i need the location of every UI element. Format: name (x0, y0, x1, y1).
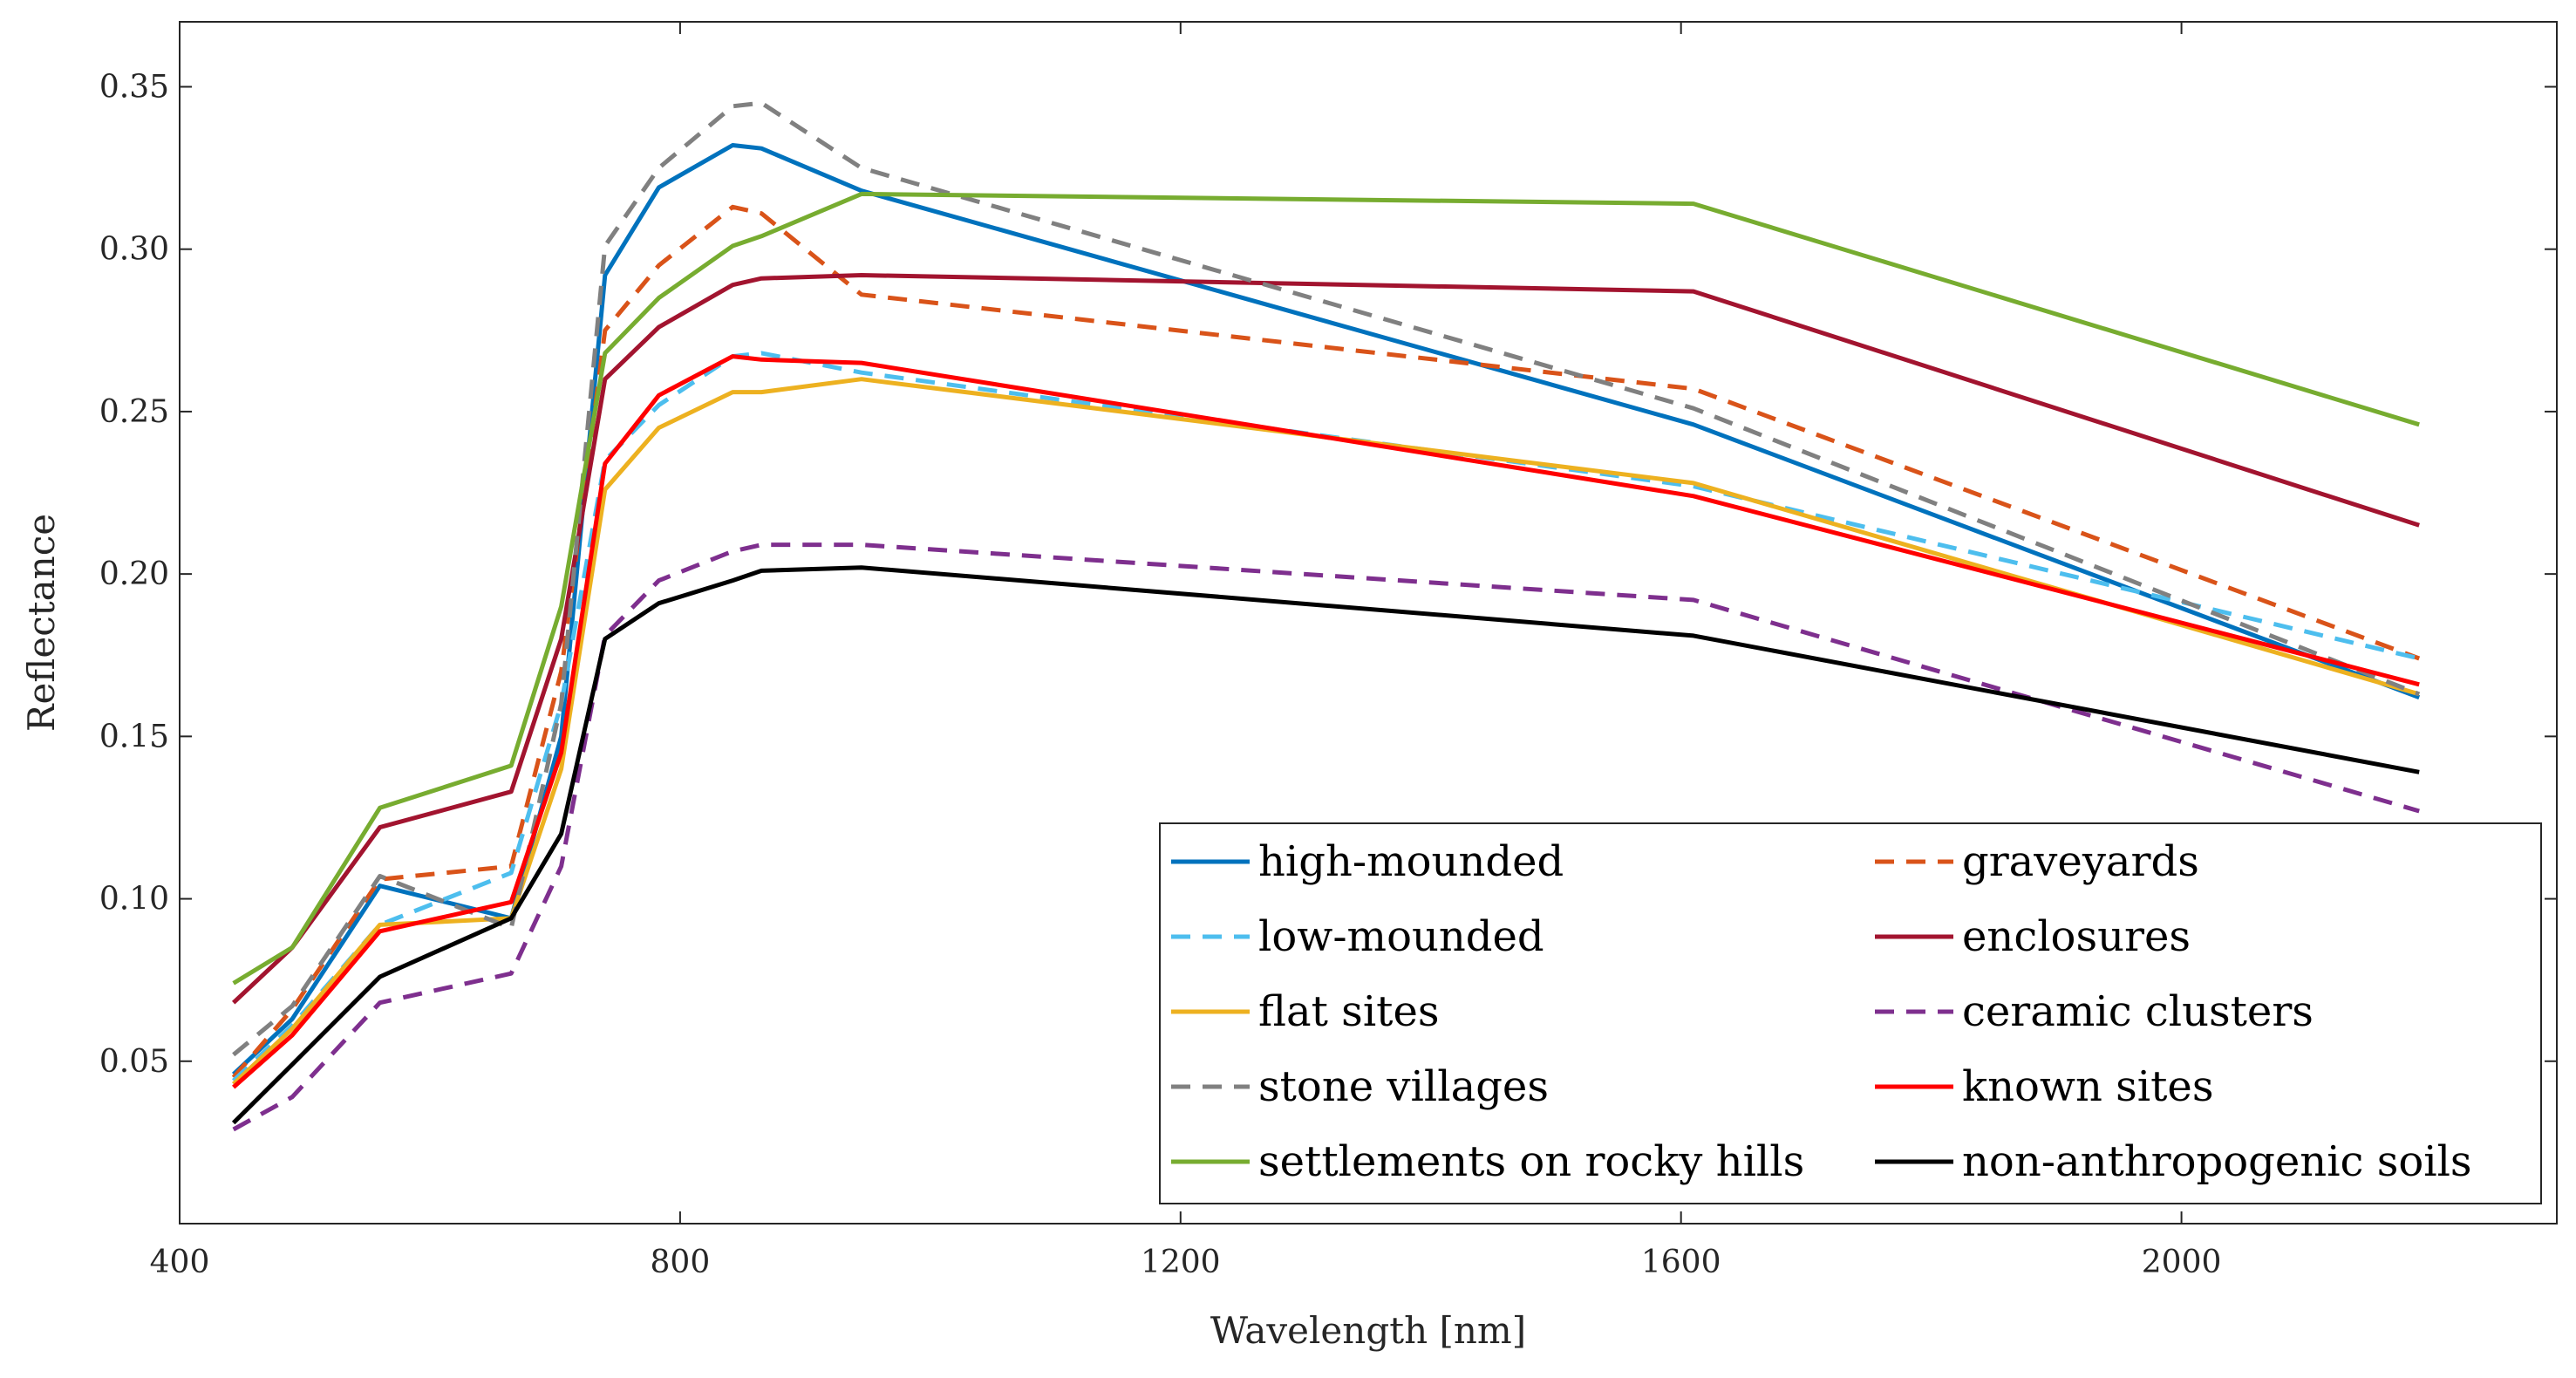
legend-label-high-mounded: high-mounded (1258, 837, 1564, 886)
legend-label-stone-villages: stone villages (1258, 1062, 1549, 1111)
y-tick-label: 0.20 (99, 556, 169, 592)
legend: high-mounded graveyards low-mounded enclosu… (1159, 822, 2542, 1204)
series-layer (231, 100, 2421, 1132)
legend-label-non-anthropogenic-soils: non-anthropogenic soils (1962, 1137, 2472, 1186)
legend-box (1159, 822, 2542, 1204)
legend-label-graveyards: graveyards (1962, 837, 2199, 886)
x-tick-label: 400 (150, 1245, 210, 1280)
legend-label-low-mounded: low-mounded (1258, 912, 1544, 961)
x-axis-label: Wavelength [nm] (1210, 1309, 1526, 1352)
legend-label-flat-sites: flat sites (1258, 987, 1440, 1036)
x-tick-label: 800 (651, 1245, 711, 1280)
y-tick-label: 0.05 (99, 1044, 169, 1080)
y-axis-label: Reflectance (20, 514, 63, 732)
legend-label-settlements-on-rocky-hills: settlements on rocky hills (1258, 1137, 1804, 1186)
y-tick-label: 0.35 (99, 69, 169, 105)
plot-frame (179, 21, 2558, 1225)
legend-label-known-sites: known sites (1962, 1062, 2213, 1111)
series-line-non-anthropogenic-soils (231, 565, 2420, 1125)
series-line-flat-sites (231, 377, 2420, 1086)
legend-label-enclosures: enclosures (1962, 912, 2191, 961)
y-tick-label: 0.30 (99, 232, 169, 268)
series-line-high-mounded (231, 143, 2421, 1076)
x-tick-label: 2000 (2142, 1245, 2222, 1280)
x-tick-label: 1600 (1641, 1245, 1721, 1280)
series-line-enclosures (231, 273, 2420, 1005)
y-tick-label: 0.25 (99, 394, 169, 430)
y-tick-label: 0.10 (99, 882, 169, 918)
series-line-ceramic-clusters (232, 542, 2420, 1132)
y-axis: 0.05 0.10 0.15 0.20 0.25 0.30 0.35 (99, 69, 2557, 1080)
series-line-known-sites (232, 354, 2420, 1089)
legend-label-ceramic-clusters: ceramic clusters (1962, 987, 2314, 1036)
series-line-stone-villages (232, 100, 2421, 1057)
x-axis: 400 800 1200 1600 2000 (150, 22, 2222, 1280)
y-tick-label: 0.15 (99, 719, 169, 754)
series-line-settlements-on-rocky-hills (232, 191, 2420, 986)
x-tick-label: 1200 (1141, 1245, 1221, 1280)
